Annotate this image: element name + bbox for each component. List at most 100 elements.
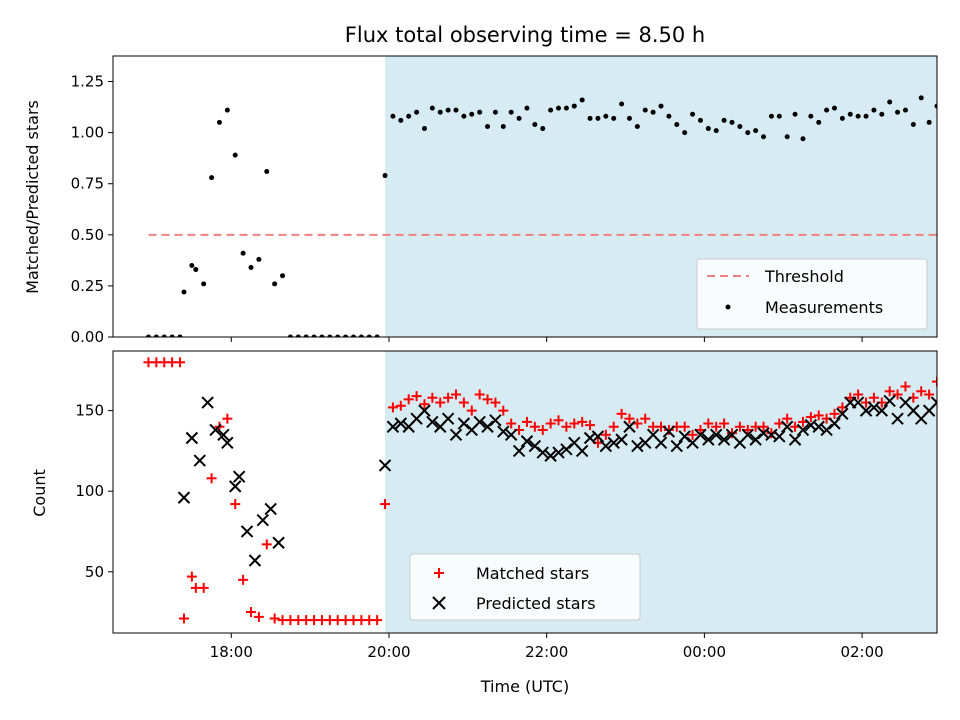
predicted-star-marker xyxy=(221,436,234,450)
predicted-star-marker xyxy=(489,414,502,427)
predicted-star-marker xyxy=(528,439,542,453)
matched-star-marker xyxy=(561,421,572,432)
measurement-point xyxy=(248,265,254,271)
predicted-star-marker xyxy=(670,439,683,453)
matched-star-marker xyxy=(521,416,532,427)
measurement-point xyxy=(650,109,656,115)
measurement-point xyxy=(524,105,530,111)
measurement-point xyxy=(177,334,183,337)
x-tick-label: 02:00 xyxy=(840,643,883,661)
measurement-point xyxy=(642,107,648,113)
x-tick-label: 00:00 xyxy=(683,643,726,661)
predicted-star-marker xyxy=(240,525,254,538)
predicted-star-marker xyxy=(481,420,494,433)
legend-matched-label: Matched stars xyxy=(476,564,589,583)
measurement-point xyxy=(477,109,483,115)
matched-star-marker xyxy=(411,391,422,402)
predicted-star-marker xyxy=(591,430,605,443)
top-panel: 0.00 0.25 0.50 0.75 1.00 1.25 Matched/Predict… xyxy=(23,55,938,346)
measurement-point xyxy=(358,334,364,337)
predicted-star-marker xyxy=(607,436,620,450)
predicted-star-marker xyxy=(520,435,534,448)
predicted-star-marker xyxy=(497,425,510,438)
measurement-point xyxy=(232,152,238,158)
matched-star-marker xyxy=(427,392,438,403)
matched-star-marker xyxy=(569,418,580,429)
predicted-star-marker xyxy=(185,431,199,445)
measurement-point xyxy=(390,113,396,119)
measurement-point xyxy=(595,115,601,121)
top-y-axis-label: Matched/Predicted stars xyxy=(23,100,42,294)
x-tick-label: 22:00 xyxy=(525,643,568,661)
legend-predicted-label: Predicted stars xyxy=(476,594,596,613)
measurement-point xyxy=(256,256,262,262)
measurement-point xyxy=(713,128,719,134)
measurement-point xyxy=(563,105,569,111)
y-tick-label: 0.50 xyxy=(71,226,104,244)
matched-star-marker xyxy=(703,418,714,429)
measurement-point xyxy=(658,103,664,109)
measurement-point xyxy=(556,105,562,111)
chart-title: Flux total observing time = 8.50 h xyxy=(345,23,705,47)
measurement-point xyxy=(201,281,207,287)
measurement-point xyxy=(264,168,270,174)
matched-star-marker xyxy=(782,413,793,424)
predicted-star-marker xyxy=(828,417,841,430)
predicted-star-marker xyxy=(615,433,628,446)
matched-star-marker xyxy=(813,410,824,421)
measurement-point xyxy=(697,117,703,123)
matched-star-marker xyxy=(178,613,189,624)
x-tick-label: 18:00 xyxy=(210,643,253,661)
measurement-point xyxy=(666,113,672,119)
predicted-star-marker xyxy=(836,407,849,421)
matched-star-marker xyxy=(545,418,556,429)
predicted-star-marker xyxy=(229,480,242,493)
matched-star-marker xyxy=(269,613,280,624)
matched-star-marker xyxy=(261,539,272,550)
predicted-star-marker xyxy=(599,439,613,453)
predicted-star-marker xyxy=(426,415,439,429)
matched-star-marker xyxy=(719,418,730,429)
measurement-point xyxy=(414,109,420,115)
measurement-point xyxy=(343,334,349,337)
matched-star-marker xyxy=(451,389,462,400)
matched-star-marker xyxy=(419,399,430,410)
matched-star-marker xyxy=(577,416,588,427)
measurement-point xyxy=(398,117,404,123)
predicted-star-marker xyxy=(232,470,246,483)
legend-predicted-swatch xyxy=(432,596,446,610)
measurement-point xyxy=(879,111,885,117)
predicted-star-marker xyxy=(883,394,896,408)
predicted-star-marker xyxy=(631,439,644,453)
matched-star-marker xyxy=(924,389,935,400)
measurement-point xyxy=(619,101,625,107)
measurement-point xyxy=(721,117,727,123)
predicted-star-marker xyxy=(504,428,518,442)
measurement-point xyxy=(611,115,617,121)
measurement-point xyxy=(634,124,640,130)
matched-star-marker xyxy=(186,571,197,582)
measurement-point xyxy=(492,109,498,115)
predicted-star-marker xyxy=(773,430,786,443)
measurement-point xyxy=(429,105,435,111)
bottom-y-axis-label: Count xyxy=(30,469,49,517)
predicted-star-marker xyxy=(678,430,691,443)
predicted-star-marker xyxy=(378,459,392,472)
measurement-point xyxy=(831,105,837,111)
matched-star-marker xyxy=(892,389,903,400)
y-tick-label: 0.00 xyxy=(71,328,104,346)
predicted-star-marker xyxy=(217,428,230,442)
predicted-star-marker xyxy=(418,404,431,417)
bottom-axes-frame xyxy=(112,350,938,634)
matched-star-marker xyxy=(458,397,469,408)
predicted-star-marker xyxy=(512,444,526,458)
predicted-star-marker xyxy=(702,433,715,446)
predicted-star-marker xyxy=(248,554,262,567)
predicted-star-marker xyxy=(891,412,904,425)
measurement-point xyxy=(224,107,230,113)
measurement-point xyxy=(934,103,937,109)
legend-measurements-label: Measurements xyxy=(765,298,883,317)
measurement-point xyxy=(500,124,506,130)
predicted-star-marker xyxy=(544,449,557,462)
